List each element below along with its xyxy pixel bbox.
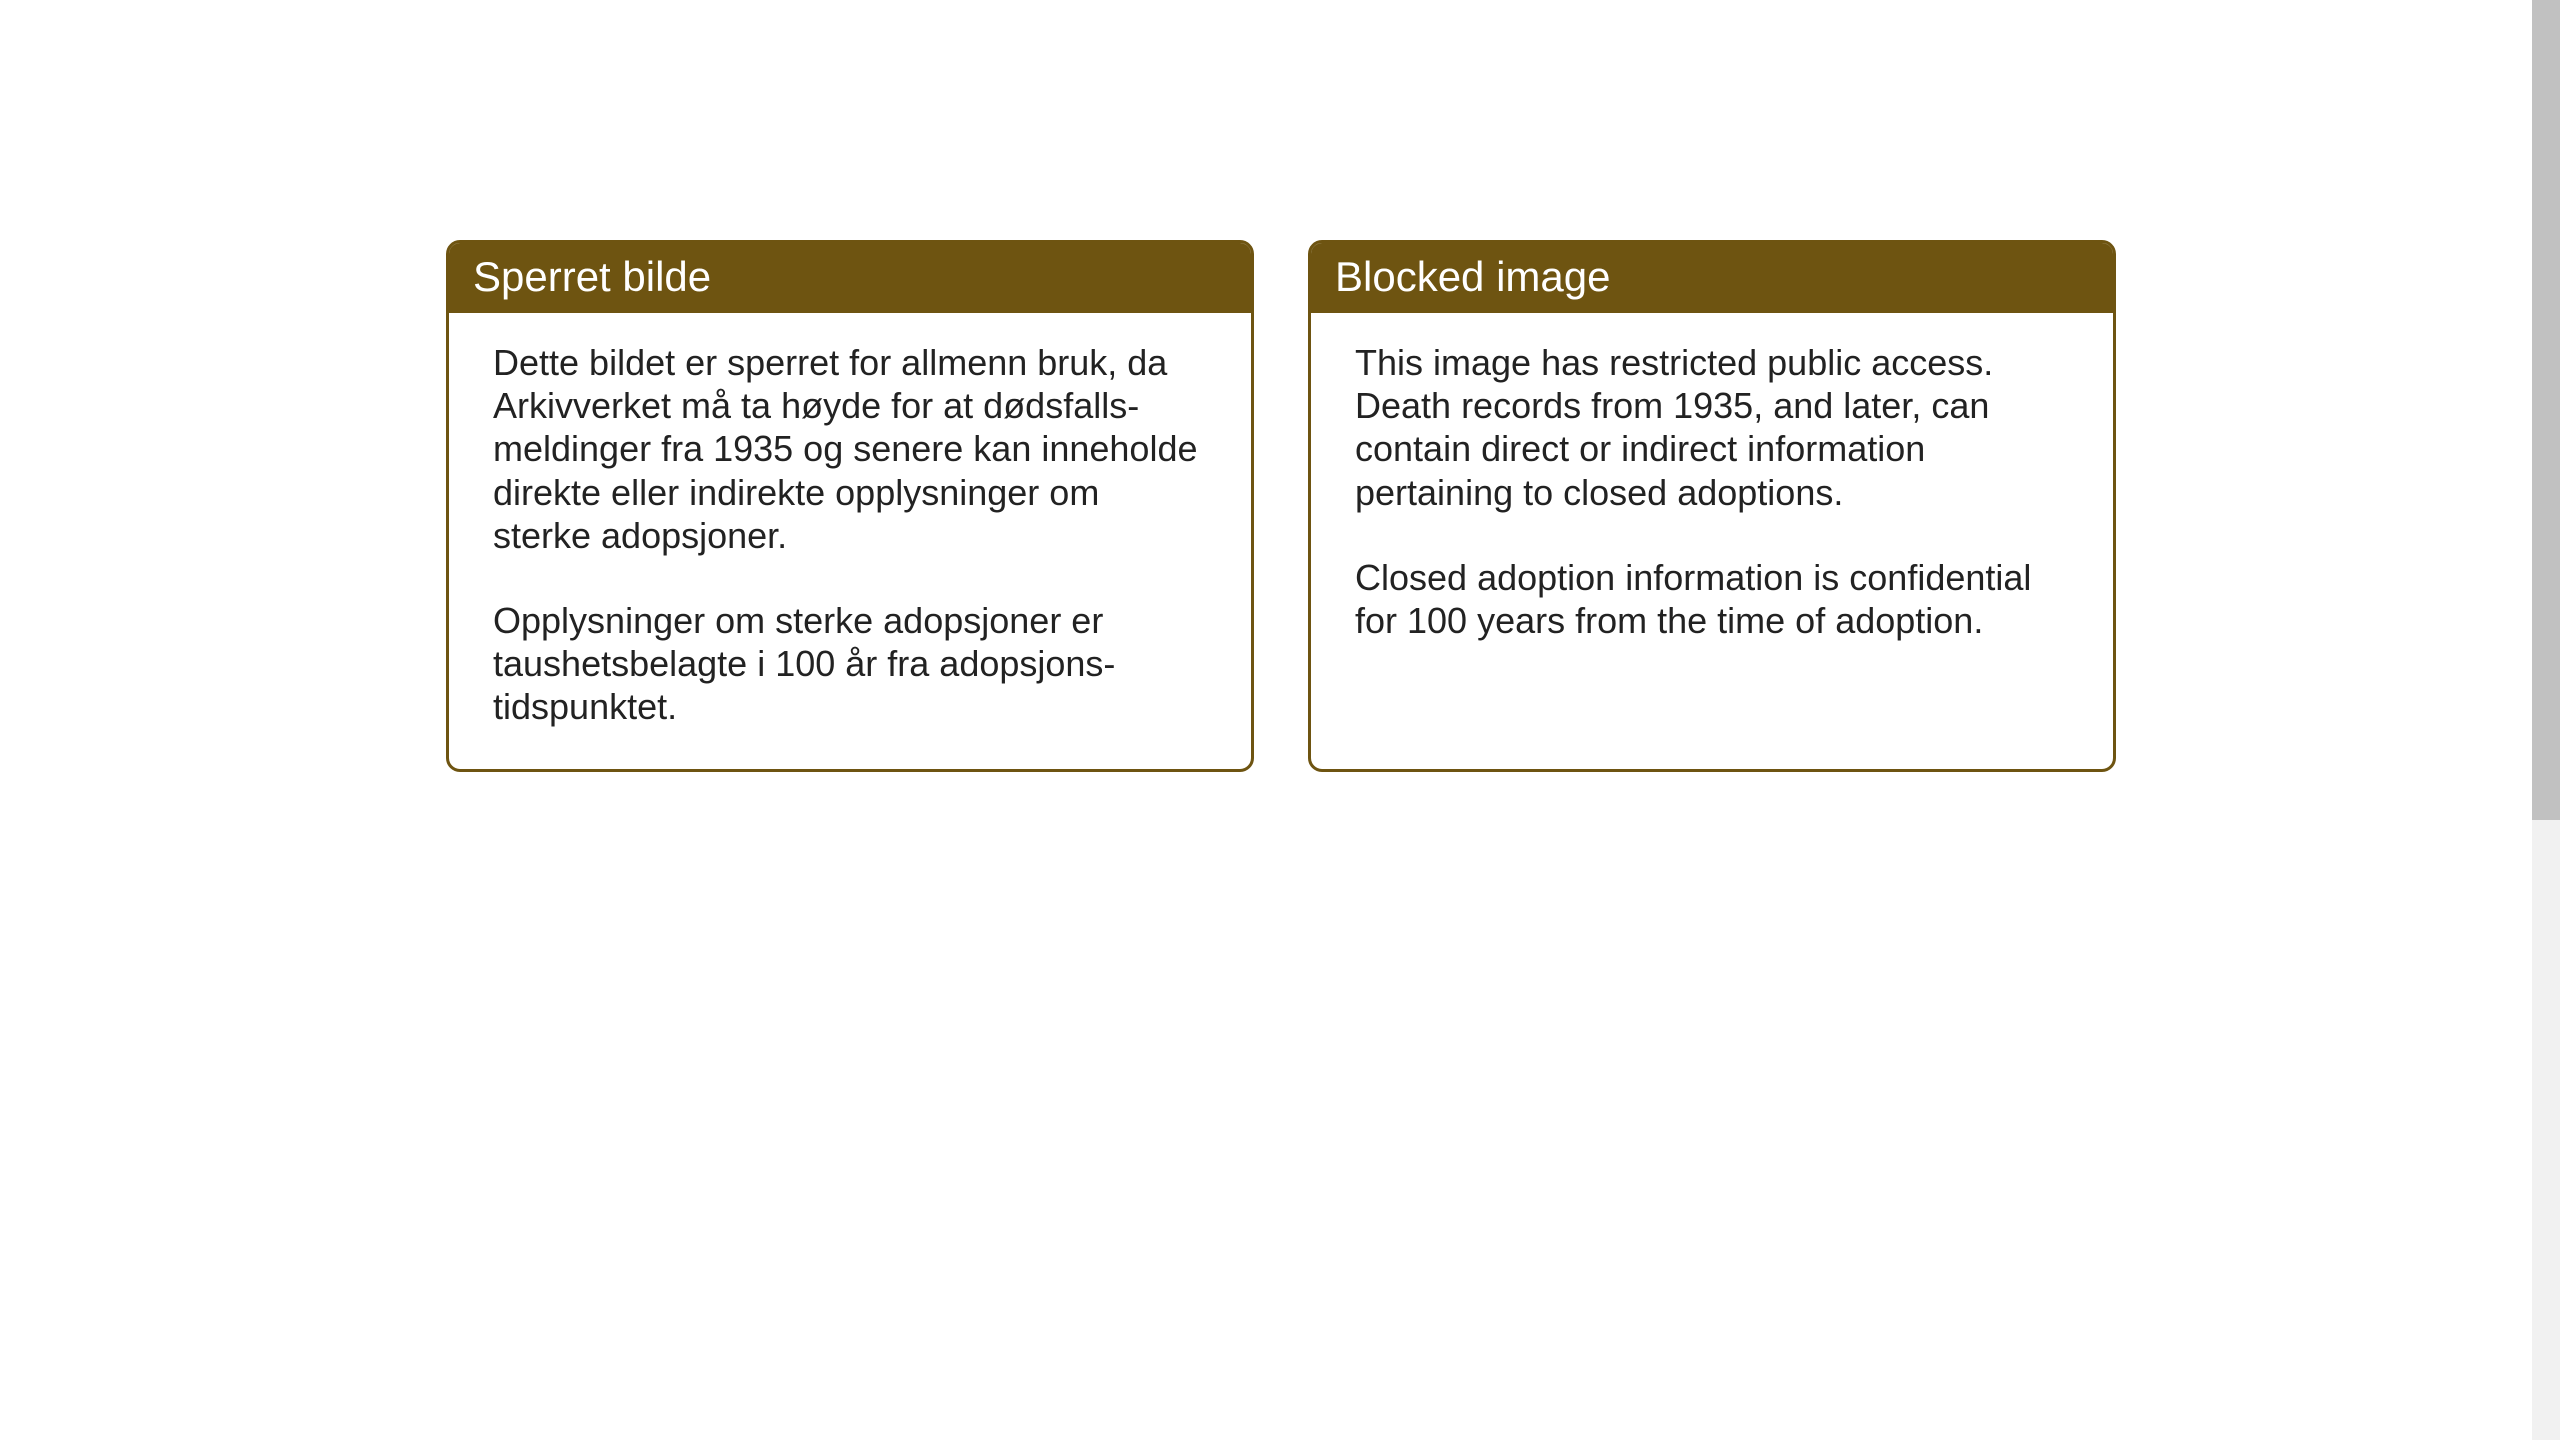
card-norwegian: Sperret bilde Dette bildet er sperret fo… — [446, 240, 1254, 772]
cards-container: Sperret bilde Dette bildet er sperret fo… — [446, 240, 2116, 772]
card-title-norwegian: Sperret bilde — [473, 253, 711, 300]
card-paragraph-2-norwegian: Opplysninger om sterke adopsjoner er tau… — [493, 599, 1207, 729]
card-header-norwegian: Sperret bilde — [449, 243, 1251, 313]
card-english: Blocked image This image has restricted … — [1308, 240, 2116, 772]
card-body-english: This image has restricted public access.… — [1311, 313, 2113, 751]
card-paragraph-2-english: Closed adoption information is confident… — [1355, 556, 2069, 642]
card-header-english: Blocked image — [1311, 243, 2113, 313]
scrollbar-thumb[interactable] — [2532, 0, 2560, 820]
scrollbar-track[interactable] — [2532, 0, 2560, 1440]
card-title-english: Blocked image — [1335, 253, 1610, 300]
card-body-norwegian: Dette bildet er sperret for allmenn bruk… — [449, 313, 1251, 769]
card-paragraph-1-english: This image has restricted public access.… — [1355, 341, 2069, 514]
card-paragraph-1-norwegian: Dette bildet er sperret for allmenn bruk… — [493, 341, 1207, 557]
